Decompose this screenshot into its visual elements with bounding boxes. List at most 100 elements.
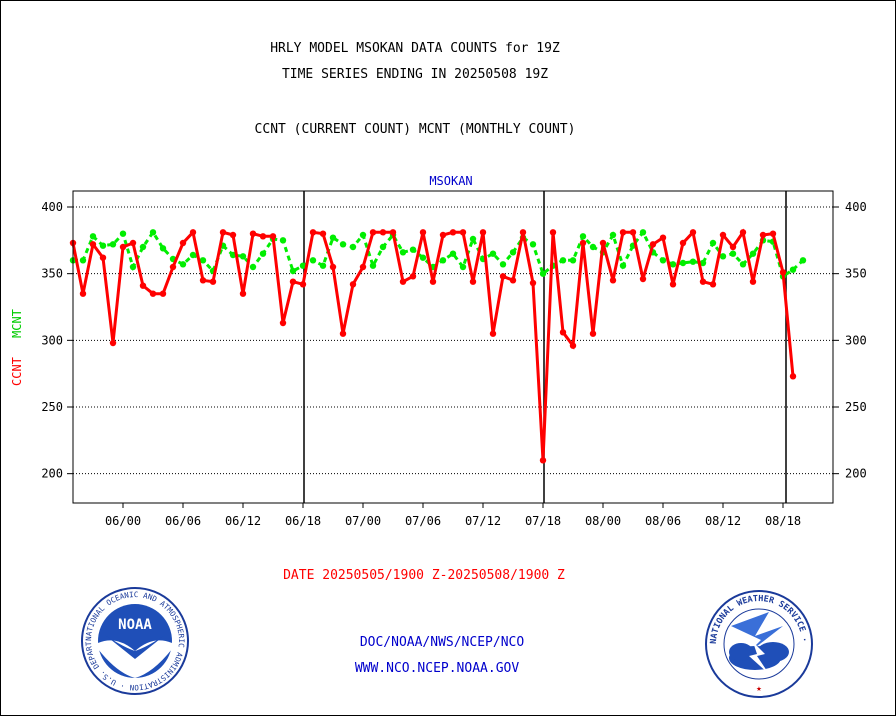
point-ccnt-11 — [179, 239, 187, 247]
point-ccnt-47 — [539, 457, 547, 464]
x-tick-label-06/18: 06/18 — [285, 514, 321, 528]
point-ccnt-2 — [89, 241, 97, 248]
point-mcnt-67 — [739, 261, 747, 268]
x-ticks: 06/00 06/06 06/12 06/18 07/00 07/06 07/12 07/18… — [105, 503, 801, 528]
point-mcnt-43 — [499, 261, 507, 268]
point-ccnt-20 — [269, 233, 277, 240]
x-tick-label-07/00: 07/00 — [345, 514, 381, 528]
x-tick-label-07/12: 07/12 — [465, 514, 501, 528]
point-mcnt-3 — [99, 242, 107, 249]
point-mcnt-25 — [319, 262, 327, 269]
point-mcnt-9 — [159, 245, 167, 252]
point-ccnt-53 — [599, 239, 607, 247]
nws-logo: NATIONAL WEATHER SERVICE · ★ — [705, 590, 813, 698]
point-mcnt-51 — [579, 233, 587, 240]
point-mcnt-23 — [299, 262, 307, 269]
point-mcnt-17 — [239, 253, 247, 260]
point-mcnt-8 — [149, 229, 157, 236]
point-mcnt-66 — [729, 250, 737, 257]
chart-title-line3: CCNT (CURRENT COUNT) MCNT (MONTHLY COUNT… — [255, 122, 576, 137]
point-ccnt-51 — [579, 239, 587, 247]
noaa-logo-text: NOAA — [118, 617, 152, 633]
y-tick-label-left-250: 250 — [41, 400, 63, 414]
point-ccnt-45 — [519, 229, 527, 236]
point-mcnt-44 — [509, 249, 517, 256]
point-mcnt-42 — [489, 250, 497, 257]
point-ccnt-19 — [259, 233, 267, 240]
point-ccnt-14 — [209, 278, 217, 285]
y-tick-label-right-250: 250 — [845, 400, 867, 414]
point-mcnt-6 — [129, 263, 137, 271]
point-ccnt-59 — [659, 234, 667, 241]
point-mcnt-47 — [539, 270, 547, 277]
point-mcnt-60 — [669, 261, 677, 268]
point-ccnt-25 — [319, 230, 327, 237]
x-tick-label-06/12: 06/12 — [225, 514, 261, 528]
point-mcnt-22 — [289, 267, 297, 275]
point-ccnt-33 — [399, 278, 407, 285]
point-ccnt-67 — [739, 229, 747, 236]
y-ticks-right: 200 250 300 350 400 — [833, 200, 867, 481]
point-ccnt-66 — [729, 243, 737, 251]
x-tick-label-07/18: 07/18 — [525, 514, 561, 528]
point-mcnt-50 — [569, 257, 577, 264]
point-ccnt-41 — [479, 229, 487, 236]
noaa-logo: NATIONAL OCEANIC AND ATMOSPHERIC ADMINIS… — [81, 587, 189, 695]
point-ccnt-24 — [309, 229, 317, 236]
point-mcnt-33 — [399, 249, 407, 256]
point-ccnt-1 — [79, 290, 87, 297]
plot-border — [72, 190, 834, 504]
point-ccnt-10 — [169, 263, 177, 271]
x-tick-label-08/00: 08/00 — [585, 514, 621, 528]
point-mcnt-7 — [139, 243, 147, 251]
point-ccnt-60 — [669, 281, 677, 288]
point-ccnt-3 — [99, 254, 107, 261]
point-ccnt-70 — [769, 230, 777, 237]
point-ccnt-40 — [469, 278, 477, 285]
point-ccnt-21 — [279, 319, 287, 327]
point-ccnt-49 — [559, 329, 567, 336]
point-mcnt-34 — [409, 246, 417, 253]
org-path: DOC/NOAA/NWS/NCEP/NCO — [360, 635, 525, 650]
point-ccnt-64 — [709, 281, 717, 288]
y-label-ccnt: CCNT — [10, 357, 24, 386]
point-ccnt-35 — [419, 229, 427, 236]
point-ccnt-29 — [359, 263, 367, 271]
point-mcnt-11 — [179, 261, 187, 268]
point-ccnt-37 — [439, 231, 447, 239]
series-layer — [69, 228, 807, 464]
y-axis-label: CCNT MCNT — [10, 309, 24, 386]
point-mcnt-28 — [349, 243, 357, 251]
y-ticks-left: 200 250 300 350 400 — [41, 200, 73, 481]
y-tick-label-right-400: 400 — [845, 200, 867, 214]
point-mcnt-27 — [339, 241, 347, 248]
point-ccnt-63 — [699, 278, 707, 285]
point-ccnt-46 — [529, 279, 537, 287]
point-mcnt-49 — [559, 257, 567, 264]
point-mcnt-59 — [659, 257, 667, 264]
point-mcnt-30 — [369, 262, 377, 269]
point-mcnt-26 — [329, 234, 337, 241]
point-ccnt-4 — [109, 339, 117, 347]
point-mcnt-5 — [119, 230, 127, 237]
point-ccnt-7 — [139, 282, 147, 289]
point-ccnt-48 — [549, 229, 557, 236]
point-mcnt-64 — [709, 239, 717, 247]
point-ccnt-44 — [509, 277, 517, 284]
point-ccnt-52 — [589, 330, 597, 337]
point-mcnt-52 — [589, 243, 597, 251]
x-tick-label-06/00: 06/00 — [105, 514, 141, 528]
point-ccnt-54 — [609, 277, 617, 284]
point-ccnt-9 — [159, 290, 167, 297]
point-ccnt-30 — [369, 229, 377, 236]
point-ccnt-5 — [119, 243, 127, 251]
date-range: DATE 20250505/1900 Z-20250508/1900 Z — [283, 568, 565, 583]
point-ccnt-34 — [409, 273, 417, 280]
point-ccnt-55 — [619, 229, 627, 236]
point-ccnt-38 — [449, 229, 457, 236]
y-label-mcnt: MCNT — [10, 309, 24, 338]
x-tick-label-08/18: 08/18 — [765, 514, 801, 528]
point-ccnt-22 — [289, 278, 297, 285]
point-mcnt-62 — [689, 258, 697, 265]
